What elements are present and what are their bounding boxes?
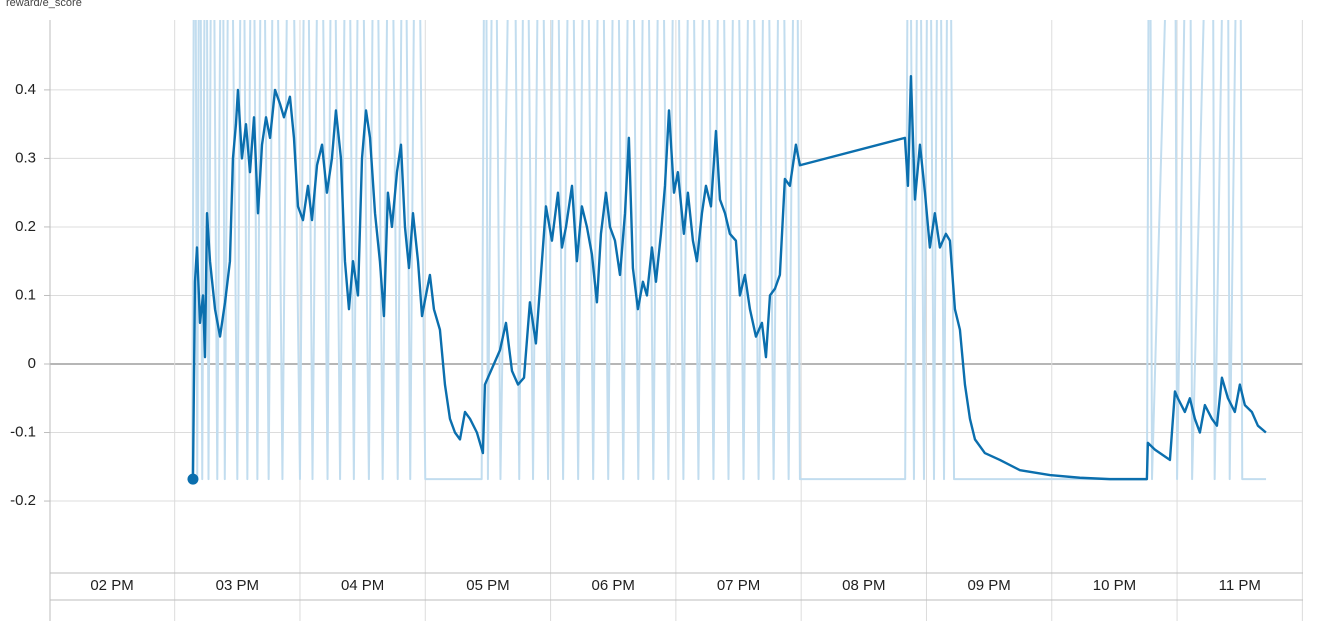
y-tick-label: 0.2 [15,218,36,235]
line-series [191,20,1267,481]
x-tick-label: 04 PM [341,577,384,594]
x-tick-label: 07 PM [717,577,760,594]
plot-area [191,20,1267,481]
series-start-marker [187,473,199,485]
y-tick-label: 0.3 [15,149,36,166]
chart-title: reward/e_score [6,0,82,9]
x-tick-label: 02 PM [90,577,133,594]
y-tick-label: 0.4 [15,81,36,98]
line-series [191,74,1267,481]
y-tick-label: 0.1 [15,286,36,303]
x-tick-label: 05 PM [466,577,509,594]
x-tick-label: 10 PM [1093,577,1136,594]
x-tick-label: 09 PM [967,577,1010,594]
y-tick-label: -0.2 [10,492,36,509]
x-tick-label: 06 PM [592,577,635,594]
y-tick-label: 0 [28,355,36,372]
x-tick-label: 11 PM [1219,577,1261,594]
x-tick-label: 03 PM [216,577,259,594]
y-tick-label: -0.1 [10,423,36,440]
axes: -0.2 -0.1 0 0.1 0.2 0.3 0.4 02 PM 03 PM 04 PM 05 P… [10,20,1303,621]
x-tick-label: 08 PM [842,577,885,594]
